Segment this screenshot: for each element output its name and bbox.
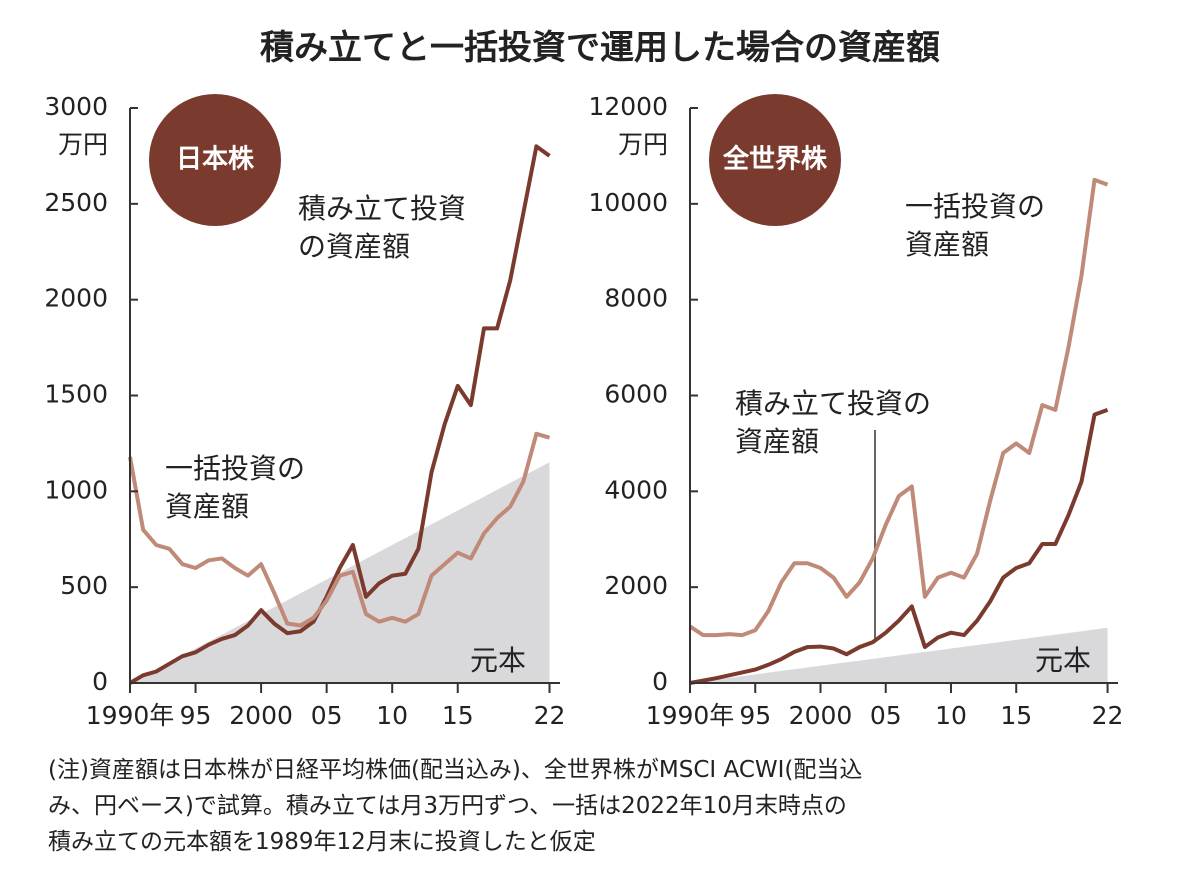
series-label: 元本 — [470, 644, 527, 677]
x-tick-label: 05 — [311, 701, 343, 730]
series-line — [689, 407, 1109, 685]
y-tick-label: 1000 — [44, 475, 108, 504]
y-tick-label: 0 — [92, 667, 108, 696]
series-label: 積み立て投資 の資産額 — [298, 192, 467, 263]
note: (注)資産額は日本株が日経平均株価(配当込み)、全世界株がMSCI ACWI(配… — [48, 757, 863, 783]
x-tick-label: 10 — [376, 701, 408, 730]
y-tick-label: 2000 — [604, 571, 668, 600]
x-tick-label: 05 — [870, 701, 902, 730]
x-tick-label: 1990年 — [86, 701, 175, 730]
title: 積み立てと一括投資で運用した場合の資産額 — [260, 28, 940, 68]
x-tick-label: 15 — [442, 701, 474, 730]
x-tick-label: 2000 — [229, 701, 293, 730]
series-line — [688, 177, 1109, 638]
series-label: 元本 — [1035, 644, 1092, 677]
x-tick-label: 1990年 — [646, 701, 735, 730]
note: 積み立ての元本額を1989年12月末に投資したと仮定 — [48, 829, 596, 855]
y-tick-label: 10000 — [588, 188, 668, 217]
y-tick-label: 500 — [60, 571, 108, 600]
y-tick-label: 8000 — [604, 284, 668, 313]
x-tick-label: 95 — [180, 701, 212, 730]
x-tick-label: 95 — [739, 701, 771, 730]
y-tick-label: 2000 — [44, 284, 108, 313]
principal-area — [690, 627, 1108, 683]
y-tick-label: 4000 — [604, 475, 668, 504]
series-label: 一括投資の 資産額 — [905, 190, 1046, 261]
badge-circle — [709, 94, 841, 226]
y-unit: 万円 — [618, 130, 668, 159]
x-tick-label: 22 — [1092, 701, 1124, 730]
y-tick-label: 6000 — [604, 380, 668, 409]
y-tick-label: 0 — [652, 667, 668, 696]
y-tick-label: 12000 — [588, 92, 668, 121]
y-unit: 万円 — [58, 130, 108, 159]
x-tick-label: 10 — [935, 701, 967, 730]
x-tick-label: 15 — [1000, 701, 1032, 730]
y-tick-label: 3000 — [44, 92, 108, 121]
series-line — [128, 144, 551, 685]
y-tick-label: 1500 — [44, 380, 108, 409]
series-label: 一括投資の 資産額 — [165, 452, 306, 523]
x-tick-label: 2000 — [789, 701, 853, 730]
series-label: 積み立て投資の 資産額 — [735, 387, 932, 458]
series-line — [128, 431, 551, 628]
badge-circle — [149, 94, 281, 226]
badge-label: 日本株 — [176, 145, 255, 175]
x-tick-label: 22 — [534, 701, 566, 730]
y-tick-label: 2500 — [44, 188, 108, 217]
note: み、円ベース)で試算。積み立ては月3万円ずつ、一括は2022年10月末時点の — [48, 793, 847, 819]
badge-label: 全世界株 — [722, 144, 828, 175]
